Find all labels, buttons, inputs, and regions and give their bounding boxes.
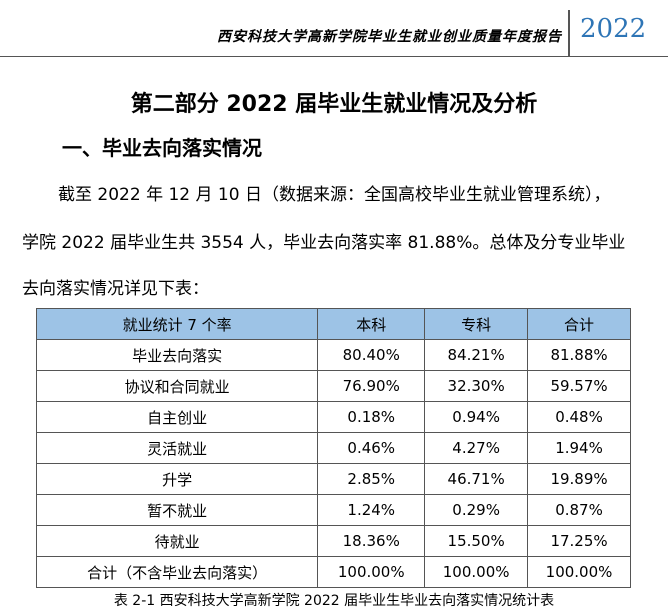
- table-cell: 100.00%: [317, 556, 426, 588]
- table-cell: 0.46%: [317, 432, 426, 464]
- table-row: 协议和合同就业 76.90% 32.30% 59.57%: [35, 370, 631, 402]
- table-cell: 76.90%: [317, 370, 426, 402]
- table-cell: 84.21%: [424, 339, 529, 371]
- table-cell: 0.94%: [424, 401, 529, 433]
- table-cell: 4.27%: [424, 432, 529, 464]
- table-cell: 0.48%: [527, 401, 631, 433]
- column-header: 专科: [424, 308, 529, 340]
- report-title: 西安科技大学高新学院毕业生就业创业质量年度报告: [217, 29, 562, 45]
- table-cell: 0.87%: [527, 494, 631, 526]
- table-cell: 80.40%: [317, 339, 426, 371]
- table-cell: 暂不就业: [35, 494, 319, 526]
- table-row: 升学 2.85% 46.71% 19.89%: [35, 463, 631, 495]
- table-caption: 表 2-1 西安科技大学高新学院 2022 届毕业生毕业去向落实情况统计表: [113, 593, 555, 609]
- table-cell: 100.00%: [527, 556, 631, 588]
- table-cell: 17.25%: [527, 525, 631, 557]
- table-cell: 自主创业: [35, 401, 319, 433]
- header: 西安科技大学高新学院毕业生就业创业质量年度报告 2022: [0, 0, 668, 57]
- table-row: 灵活就业 0.46% 4.27% 1.94%: [35, 432, 631, 464]
- table-row: 自主创业 0.18% 0.94% 0.48%: [35, 401, 631, 433]
- table-cell: 18.36%: [317, 525, 426, 557]
- table-cell: 合计（不含毕业去向落实）: [35, 556, 319, 588]
- table-cell: 0.29%: [424, 494, 529, 526]
- table-cell: 待就业: [35, 525, 319, 557]
- table-cell: 1.94%: [527, 432, 631, 464]
- table-cell: 协议和合同就业: [35, 370, 319, 402]
- table-cell: 32.30%: [424, 370, 529, 402]
- table-cell: 0.18%: [317, 401, 426, 433]
- table-row: 毕业去向落实 80.40% 84.21% 81.88%: [35, 339, 631, 371]
- table-cell: 59.57%: [527, 370, 631, 402]
- column-header: 本科: [317, 308, 426, 340]
- paragraph-line: 去向落实情况详见下表：: [22, 279, 209, 299]
- table-cell: 毕业去向落实: [35, 339, 319, 371]
- table-cell: 15.50%: [424, 525, 529, 557]
- table-cell: 100.00%: [424, 556, 529, 588]
- stats-table: 就业统计 7 个率 本科 专科 合计 毕业去向落实 80.40% 84.21% 81.88%…: [35, 308, 631, 588]
- table-cell: 46.71%: [424, 463, 529, 495]
- table-cell: 2.85%: [317, 463, 426, 495]
- divider: [568, 10, 570, 56]
- table-cell: 19.89%: [527, 463, 631, 495]
- column-header: 合计: [527, 308, 631, 340]
- report-year: 2022: [580, 14, 647, 44]
- header-row: 就业统计 7 个率 本科 专科 合计: [35, 308, 631, 340]
- table-row: 合计（不含毕业去向落实） 100.00% 100.00% 100.00%: [35, 556, 631, 588]
- table-cell: 升学: [35, 463, 319, 495]
- section-title: 一、毕业去向落实情况: [62, 136, 262, 160]
- paragraph-line: 学院 2022 届毕业生共 3554 人，毕业去向落实率 81.88%。总体及分…: [22, 233, 626, 253]
- table-cell: 1.24%: [317, 494, 426, 526]
- column-header: 就业统计 7 个率: [35, 308, 319, 340]
- part-title: 第二部分 2022 届毕业生就业情况及分析: [130, 92, 538, 117]
- table-cell: 81.88%: [527, 339, 631, 371]
- table-cell: 灵活就业: [35, 432, 319, 464]
- paragraph-line: 截至 2022 年 12 月 10 日（数据来源：全国高校毕业生就业管理系统），: [58, 185, 611, 205]
- table-row: 暂不就业 1.24% 0.29% 0.87%: [35, 494, 631, 526]
- table-row: 待就业 18.36% 15.50% 17.25%: [35, 525, 631, 557]
